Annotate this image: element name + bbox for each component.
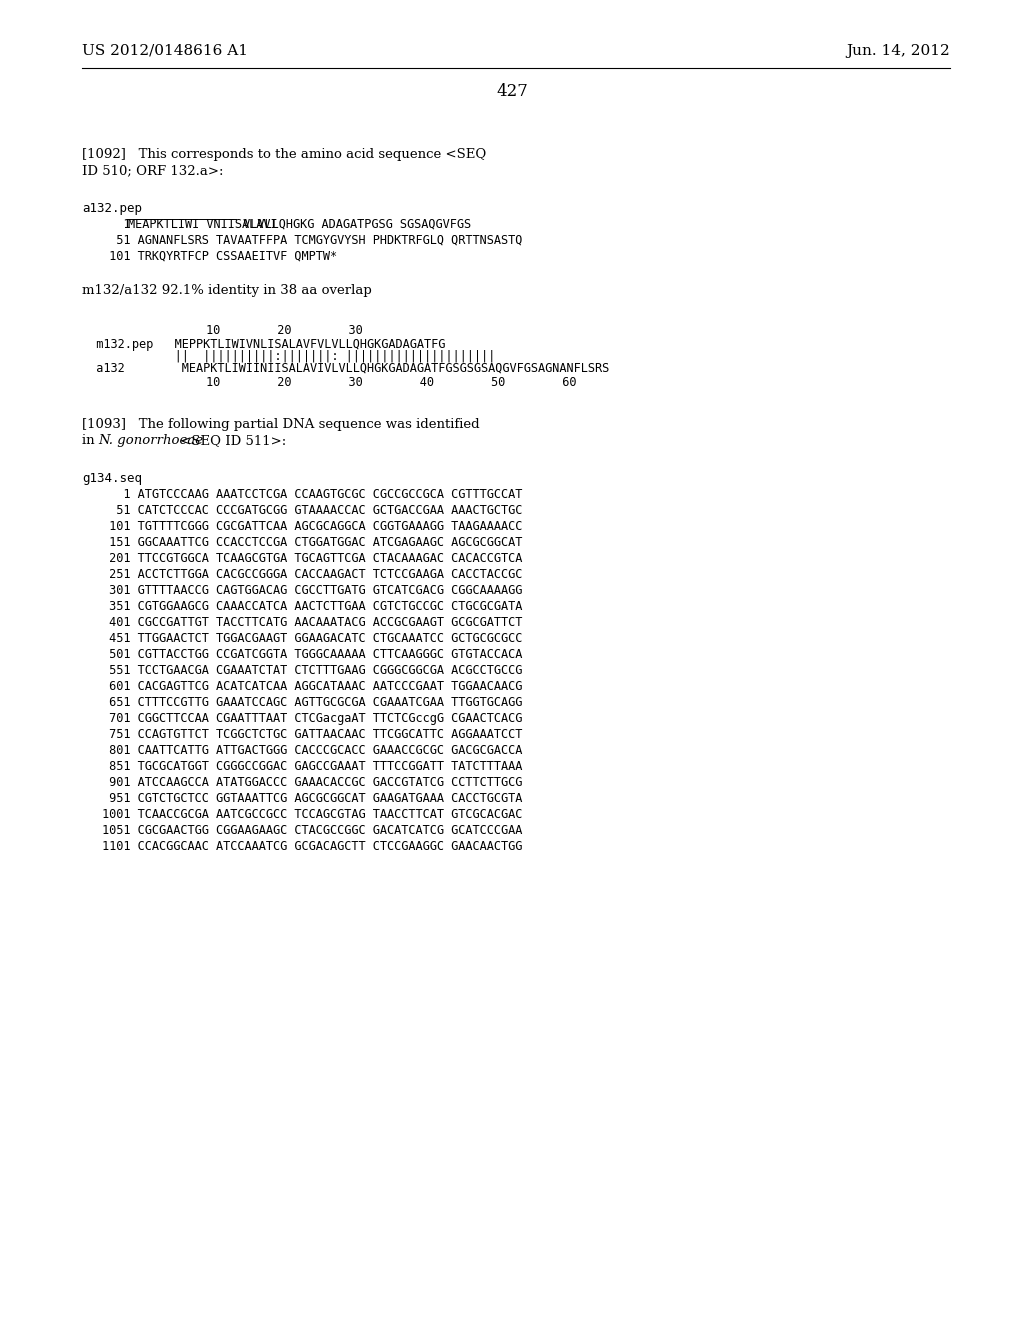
Text: 401 CGCCGATTGT TACCTTCATG AACAAATACG ACCGCGAAGT GCGCGATTCT: 401 CGCCGATTGT TACCTTCATG AACAAATACG ACC… [102,616,522,630]
Text: 101 TGTTTTCGGG CGCGATTCAA AGCGCAGGCA CGGTGAAAGG TAAGAAAACC: 101 TGTTTTCGGG CGCGATTCAA AGCGCAGGCA CGG… [102,520,522,533]
Text: 1001 TCAACCGCGA AATCGCCGCC TCCAGCGTAG TAACCTTCAT GTCGCACGAC: 1001 TCAACCGCGA AATCGCCGCC TCCAGCGTAG TA… [102,808,522,821]
Text: 751 CCAGTGTTCT TCGGCTCTGC GATTAACAAC TTCGGCATTC AGGAAATCCT: 751 CCAGTGTTCT TCGGCTCTGC GATTAACAAC TTC… [102,729,522,741]
Text: in: in [82,434,99,447]
Text: 201 TTCCGTGGCA TCAAGCGTGA TGCAGTTCGA CTACAAAGAC CACACCGTCA: 201 TTCCGTGGCA TCAAGCGTGA TGCAGTTCGA CTA… [102,552,522,565]
Text: 1: 1 [102,218,137,231]
Text: a132        MEAPKTLIWIINIISALAVIVLVLLQHGKGADAGATFGSGSGSAQGVFGSAGNANFLSRS: a132 MEAPKTLIWIINIISALAVIVLVLLQHGKGADAGA… [82,362,609,375]
Text: 551 TCCTGAACGA CGAAATCTAT CTCTTTGAAG CGGGCGGCGA ACGCCTGCCG: 551 TCCTGAACGA CGAAATCTAT CTCTTTGAAG CGG… [102,664,522,677]
Text: 701 CGGCTTCCAA CGAATTTAAT CTCGacgaAT TTCTCGccgG CGAACTCACG: 701 CGGCTTCCAA CGAATTTAAT CTCGacgaAT TTC… [102,711,522,725]
Text: 51 AGNANFLSRS TAVAATFFPA TCMGYGVYSH PHDKTRFGLQ QRTTNSASTQ: 51 AGNANFLSRS TAVAATFFPA TCMGYGVYSH PHDK… [102,234,522,247]
Text: 301 GTTTTAACCG CAGTGGACAG CGCCTTGATG GTCATCGACG CGGCAAAAGG: 301 GTTTTAACCG CAGTGGACAG CGCCTTGATG GTC… [102,583,522,597]
Text: <SEQ ID 511>:: <SEQ ID 511>: [175,434,286,447]
Text: [1092]   This corresponds to the amino acid sequence <SEQ: [1092] This corresponds to the amino aci… [82,148,486,161]
Text: 1 ATGTCCCAAG AAATCCTCGA CCAAGTGCGC CGCCGCCGCA CGTTTGCCAT: 1 ATGTCCCAAG AAATCCTCGA CCAAGTGCGC CGCCG… [102,488,522,502]
Text: MEAPKTLIWI VNIISALAVI: MEAPKTLIWI VNIISALAVI [128,218,278,231]
Text: ID 510; ORF 132.a>:: ID 510; ORF 132.a>: [82,164,223,177]
Text: 351 CGTGGAAGCG CAAACCATCA AACTCTTGAA CGTCTGCCGC CTGCGCGATA: 351 CGTGGAAGCG CAAACCATCA AACTCTTGAA CGT… [102,601,522,612]
Text: 651 CTTTCCGTTG GAAATCCAGC AGTTGCGCGA CGAAATCGAA TTGGTGCAGG: 651 CTTTCCGTTG GAAATCCAGC AGTTGCGCGA CGA… [102,696,522,709]
Text: 10        20        30        40        50        60: 10 20 30 40 50 60 [150,376,577,389]
Text: VLVLLQHGKG ADAGATPGSG SGSAQGVFGS: VLVLLQHGKG ADAGATPGSG SGSAQGVFGS [237,218,471,231]
Text: 601 CACGAGTTCG ACATCATCAA AGGCATAAAC AATCCCGAAT TGGAACAACG: 601 CACGAGTTCG ACATCATCAA AGGCATAAAC AAT… [102,680,522,693]
Text: Jun. 14, 2012: Jun. 14, 2012 [846,44,950,58]
Text: 901 ATCCAAGCCA ATATGGACCC GAAACACCGC GACCGTATCG CCTTCTTGCG: 901 ATCCAAGCCA ATATGGACCC GAAACACCGC GAC… [102,776,522,789]
Text: 51 CATCTCCCAC CCCGATGCGG GTAAAACCAC GCTGACCGAA AAACTGCTGC: 51 CATCTCCCAC CCCGATGCGG GTAAAACCAC GCTG… [102,504,522,517]
Text: ||  ||||||||||:|||||||: |||||||||||||||||||||: || ||||||||||:|||||||: |||||||||||||||||… [82,350,496,363]
Text: 801 CAATTCATTG ATTGACTGGG CACCCGCACC GAAACCGCGC GACGCGACCA: 801 CAATTCATTG ATTGACTGGG CACCCGCACC GAA… [102,744,522,756]
Text: 1051 CGCGAACTGG CGGAAGAAGC CTACGCCGGC GACATCATCG GCATCCCGAA: 1051 CGCGAACTGG CGGAAGAAGC CTACGCCGGC GA… [102,824,522,837]
Text: [1093]   The following partial DNA sequence was identified: [1093] The following partial DNA sequenc… [82,418,479,432]
Text: 451 TTGGAACTCT TGGACGAAGT GGAAGACATC CTGCAAATCC GCTGCGCGCC: 451 TTGGAACTCT TGGACGAAGT GGAAGACATC CTG… [102,632,522,645]
Text: 951 CGTCTGCTCC GGTAAATTCG AGCGCGGCAT GAAGATGAAA CACCTGCGTA: 951 CGTCTGCTCC GGTAAATTCG AGCGCGGCAT GAA… [102,792,522,805]
Text: US 2012/0148616 A1: US 2012/0148616 A1 [82,44,248,58]
Text: 1101 CCACGGCAAC ATCCAAATCG GCGACAGCTT CTCCGAAGGC GAACAACTGG: 1101 CCACGGCAAC ATCCAAATCG GCGACAGCTT CT… [102,840,522,853]
Text: g134.seq: g134.seq [82,473,142,484]
Text: 427: 427 [496,83,528,100]
Text: m132/a132 92.1% identity in 38 aa overlap: m132/a132 92.1% identity in 38 aa overla… [82,284,372,297]
Text: 851 TGCGCATGGT CGGGCCGGAC GAGCCGAAAT TTTCCGGATT TATCTTTAAA: 851 TGCGCATGGT CGGGCCGGAC GAGCCGAAAT TTT… [102,760,522,774]
Text: m132.pep   MEPPKTLIWIVNLISALAVFVLVLLQHGKGADAGATFG: m132.pep MEPPKTLIWIVNLISALAVFVLVLLQHGKGA… [82,338,445,351]
Text: N. gonorrhoeae: N. gonorrhoeae [98,434,204,447]
Text: 251 ACCTCTTGGA CACGCCGGGA CACCAAGACT TCTCCGAAGA CACCTACCGC: 251 ACCTCTTGGA CACGCCGGGA CACCAAGACT TCT… [102,568,522,581]
Text: a132.pep: a132.pep [82,202,142,215]
Text: 101 TRKQYRTFCP CSSAAEITVF QMPTW*: 101 TRKQYRTFCP CSSAAEITVF QMPTW* [102,249,337,263]
Text: 151 GGCAAATTCG CCACCTCCGA CTGGATGGAC ATCGAGAAGC AGCGCGGCAT: 151 GGCAAATTCG CCACCTCCGA CTGGATGGAC ATC… [102,536,522,549]
Text: 10        20        30: 10 20 30 [150,323,362,337]
Text: 501 CGTTACCTGG CCGATCGGTA TGGGCAAAAA CTTCAAGGGC GTGTACCACA: 501 CGTTACCTGG CCGATCGGTA TGGGCAAAAA CTT… [102,648,522,661]
